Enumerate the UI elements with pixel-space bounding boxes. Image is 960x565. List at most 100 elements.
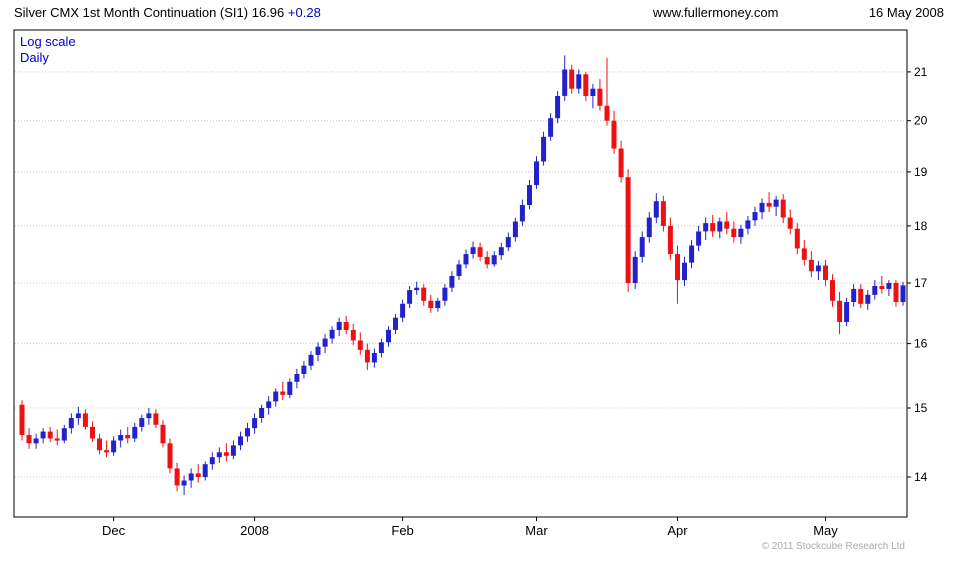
log-scale-label: Log scale bbox=[20, 34, 76, 49]
candle bbox=[252, 413, 258, 434]
candle bbox=[301, 361, 307, 379]
candle bbox=[181, 475, 187, 495]
candle bbox=[238, 431, 243, 451]
candle bbox=[40, 428, 46, 444]
candle bbox=[808, 251, 814, 278]
candle bbox=[646, 212, 652, 243]
candle bbox=[315, 342, 321, 362]
candle bbox=[837, 291, 843, 335]
candle bbox=[858, 284, 864, 308]
y-tick-label: 20 bbox=[914, 114, 928, 128]
candle bbox=[322, 334, 328, 353]
x-tick-label: 2008 bbox=[240, 523, 269, 538]
candle bbox=[407, 286, 413, 308]
grid-lines bbox=[15, 71, 911, 478]
candle bbox=[590, 83, 596, 109]
candle bbox=[400, 299, 406, 322]
interval-label: Daily bbox=[20, 50, 49, 65]
y-tick-label: 16 bbox=[914, 337, 928, 351]
candle bbox=[259, 404, 265, 423]
candle bbox=[703, 217, 709, 240]
candle bbox=[125, 426, 131, 444]
candle bbox=[132, 422, 138, 442]
candle bbox=[484, 251, 490, 269]
candle bbox=[576, 69, 582, 94]
candle bbox=[745, 216, 751, 235]
y-tick-label: 17 bbox=[914, 276, 928, 290]
candle bbox=[216, 447, 222, 463]
candle bbox=[583, 71, 589, 101]
candle bbox=[696, 225, 702, 252]
x-tick-label: Apr bbox=[667, 523, 688, 538]
website-link[interactable]: www.fullermoney.com bbox=[653, 5, 779, 20]
candle bbox=[710, 214, 716, 238]
candle bbox=[541, 131, 547, 166]
candle bbox=[519, 199, 525, 226]
candle bbox=[787, 209, 793, 235]
candle bbox=[844, 297, 850, 327]
candle bbox=[534, 156, 539, 189]
chart-title: Silver CMX 1st Month Continuation (SI1) … bbox=[14, 5, 321, 20]
candle bbox=[428, 294, 434, 313]
candle bbox=[512, 217, 518, 242]
candle bbox=[498, 242, 504, 260]
candle bbox=[724, 212, 730, 235]
candle bbox=[766, 192, 772, 213]
candle bbox=[491, 251, 497, 267]
candle bbox=[75, 406, 81, 425]
candle bbox=[893, 280, 899, 307]
candle bbox=[752, 206, 758, 226]
candle bbox=[618, 140, 624, 183]
candle bbox=[780, 194, 786, 224]
plot-border bbox=[13, 29, 908, 518]
candle bbox=[350, 323, 356, 345]
candle bbox=[597, 79, 603, 111]
candle bbox=[639, 231, 645, 263]
candle bbox=[33, 433, 39, 449]
candle bbox=[195, 464, 201, 483]
candle bbox=[604, 57, 610, 126]
last-price: 16.96 bbox=[251, 5, 285, 20]
candle bbox=[435, 297, 441, 312]
candle bbox=[505, 232, 511, 252]
candle bbox=[801, 239, 807, 266]
candle bbox=[886, 280, 892, 296]
candle bbox=[82, 409, 88, 430]
candle bbox=[386, 326, 391, 347]
candle bbox=[470, 241, 476, 259]
candle bbox=[611, 110, 617, 154]
candle bbox=[245, 422, 250, 442]
x-tick-label: Dec bbox=[102, 523, 126, 538]
candle bbox=[308, 351, 314, 371]
candle bbox=[90, 421, 95, 442]
candle bbox=[280, 381, 286, 401]
candle bbox=[273, 388, 279, 407]
candle bbox=[667, 217, 673, 260]
candle bbox=[47, 426, 53, 442]
candle bbox=[632, 251, 638, 289]
candle bbox=[830, 274, 835, 307]
candle bbox=[823, 259, 828, 286]
candle bbox=[738, 224, 744, 244]
y-tick-label: 15 bbox=[914, 401, 928, 415]
candle bbox=[343, 315, 349, 335]
candle bbox=[329, 326, 335, 344]
candle bbox=[851, 284, 857, 307]
candle bbox=[879, 276, 885, 294]
y-tick-label: 14 bbox=[914, 470, 928, 484]
candle bbox=[689, 239, 695, 269]
candle bbox=[371, 348, 377, 368]
y-tick-label: 21 bbox=[914, 65, 928, 79]
candle bbox=[548, 113, 554, 141]
candle bbox=[167, 438, 173, 474]
candle bbox=[815, 260, 821, 281]
candle bbox=[794, 223, 800, 255]
copyright-notice: © 2011 Stockcube Research Ltd bbox=[761, 541, 905, 552]
candle bbox=[900, 281, 906, 306]
candle bbox=[118, 429, 124, 448]
candle bbox=[569, 64, 575, 94]
candle bbox=[104, 440, 110, 458]
candle bbox=[449, 271, 455, 292]
candle bbox=[223, 443, 229, 462]
candle bbox=[378, 338, 384, 358]
